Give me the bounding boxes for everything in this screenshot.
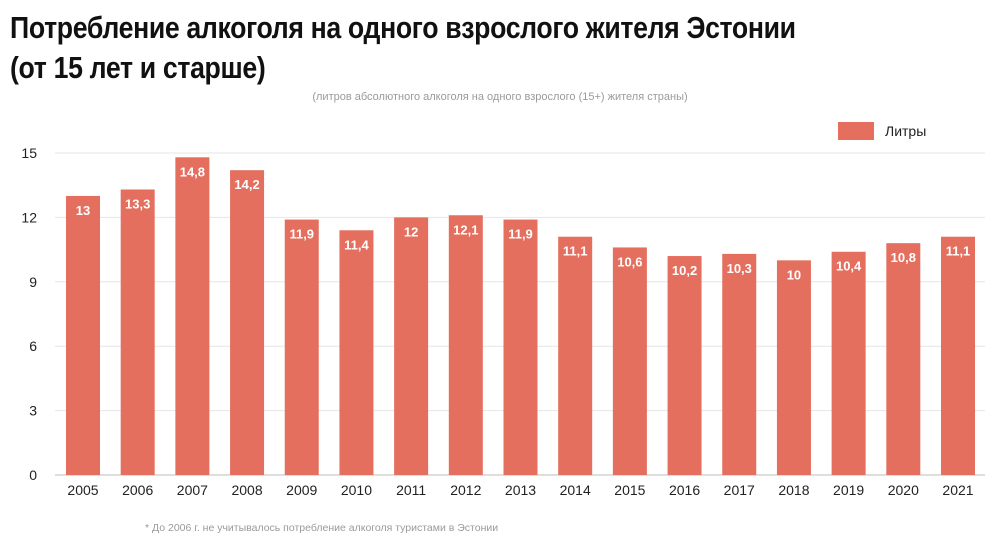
y-tick-label: 0 (29, 467, 37, 483)
x-tick-label: 2017 (724, 482, 755, 498)
bar-2017 (722, 253, 757, 475)
x-tick-label: 2012 (450, 482, 481, 498)
chart-footnote: * До 2006 г. не учитывалось потребление … (145, 522, 499, 534)
bar-value-label: 10,4 (836, 259, 862, 274)
chart-subtitle: (литров абсолютного алкоголя на одного в… (312, 91, 688, 103)
bar-value-label: 10 (787, 267, 801, 282)
bar-value-label: 11,1 (563, 244, 588, 259)
bar-2008 (230, 170, 265, 475)
y-tick-label: 15 (21, 145, 37, 161)
y-tick-label: 6 (29, 338, 37, 354)
bar-value-label: 12,1 (453, 222, 478, 237)
x-tick-label: 2014 (560, 482, 591, 498)
x-tick-label: 2019 (833, 482, 864, 498)
chart-title-line-2: (от 15 лет и старше) (10, 50, 266, 85)
x-tick-label: 2021 (942, 482, 973, 498)
bar-2013 (503, 219, 538, 475)
bar-value-label: 11,9 (508, 227, 533, 242)
bar-value-label: 11,4 (344, 237, 369, 252)
bar-2009 (284, 219, 319, 475)
y-tick-label: 3 (29, 403, 37, 419)
x-tick-label: 2011 (396, 482, 426, 498)
x-tick-label: 2005 (67, 482, 98, 498)
bar-2012 (448, 215, 483, 475)
x-tick-label: 2010 (341, 482, 372, 498)
chart-title: Потребление алкоголя на одного взрослого… (10, 8, 853, 88)
x-tick-label: 2020 (888, 482, 919, 498)
x-tick-label: 2016 (669, 482, 700, 498)
x-tick-label: 2008 (231, 482, 262, 498)
bar-2018 (776, 260, 811, 475)
x-tick-label: 2009 (286, 482, 317, 498)
x-tick-label: 2018 (778, 482, 809, 498)
y-tick-label: 12 (21, 209, 37, 225)
bar-2005 (66, 195, 100, 475)
chart-legend: Литры (838, 122, 926, 140)
x-tick-label: 2006 (122, 482, 153, 498)
bar-2011 (394, 217, 429, 475)
bar-value-label: 13,3 (125, 196, 150, 211)
bar-value-label: 10,8 (891, 250, 916, 265)
y-axis-ticks: 0 3 6 9 12 15 (21, 145, 37, 483)
x-axis-ticks: 2005 2006 2007 2008 2009 2010 2011 2012 2013 2014… (67, 482, 973, 498)
legend-label: Литры (885, 123, 927, 139)
bar-2020 (886, 243, 921, 475)
bar-value-label: 10,2 (672, 263, 697, 278)
bar-value-label: 13 (76, 203, 90, 218)
bar-value-label: 14,8 (180, 164, 205, 179)
bar-value-label: 11,1 (946, 244, 971, 259)
bar-2006 (120, 189, 155, 475)
bar-2021 (941, 236, 975, 475)
x-tick-label: 2015 (614, 482, 645, 498)
bar-value-label: 10,3 (727, 261, 752, 276)
bar-value-label: 11,9 (289, 227, 314, 242)
bar-2014 (558, 236, 593, 475)
bar-value-label: 10,6 (617, 254, 642, 269)
bar-2007 (175, 157, 210, 475)
bar-value-label: 14,2 (234, 177, 259, 192)
bar-data-labels: 13 13,3 14,8 14,2 11,9 11,4 12 12,1 11,9 11,1 10,6… (76, 164, 971, 282)
bar-2010 (339, 230, 374, 475)
x-tick-label: 2013 (505, 482, 536, 498)
bar-2015 (612, 247, 647, 475)
bar-2019 (831, 251, 866, 475)
bar-2016 (667, 256, 702, 475)
chart-bars (66, 157, 975, 475)
x-tick-label: 2007 (177, 482, 208, 498)
y-tick-label: 9 (29, 274, 37, 290)
legend-swatch (838, 122, 874, 140)
chart-title-line-1: Потребление алкоголя на одного взрослого… (10, 10, 796, 45)
bar-value-label: 12 (404, 224, 418, 239)
